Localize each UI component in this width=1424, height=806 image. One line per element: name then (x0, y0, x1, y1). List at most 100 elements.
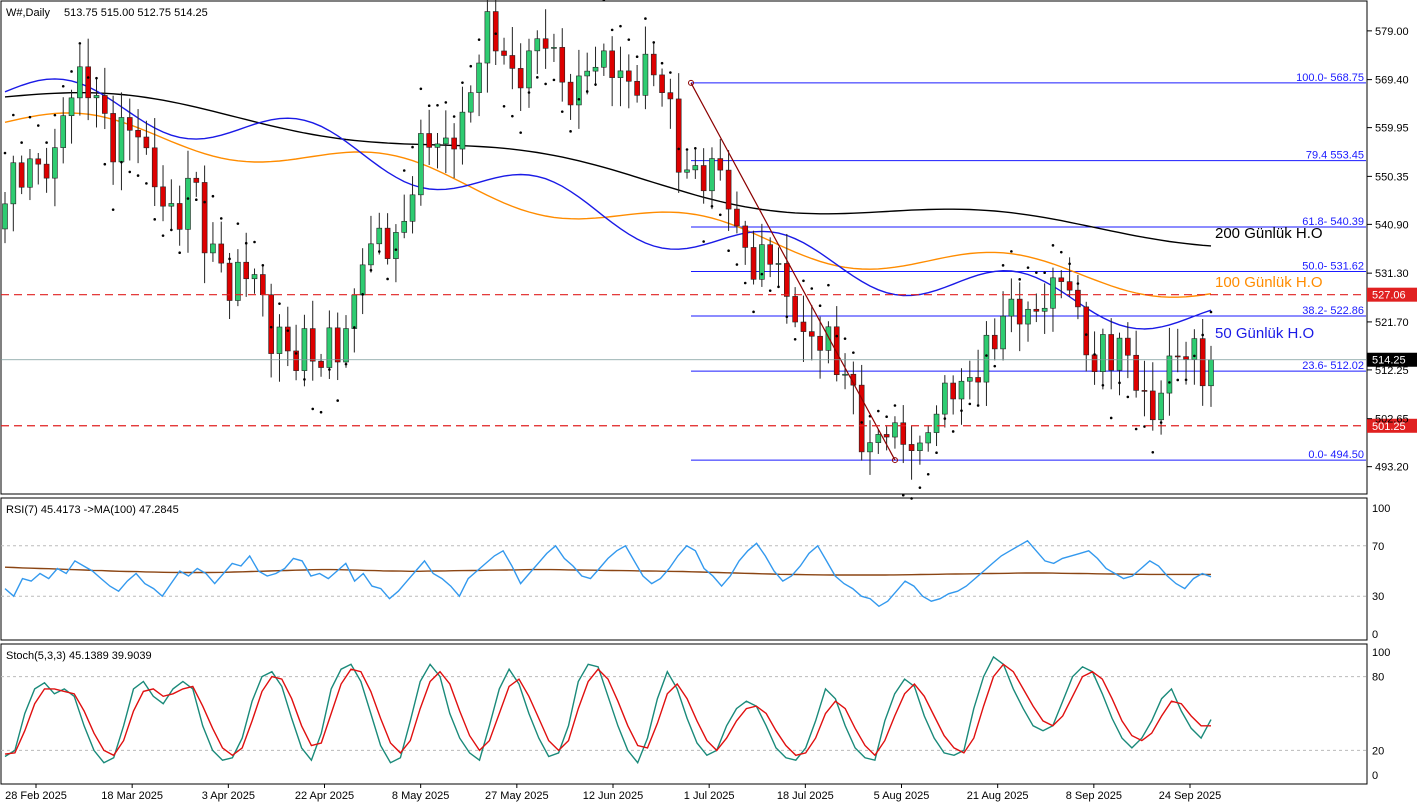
sar-dot (386, 277, 389, 281)
sar-dot (3, 151, 7, 155)
candle-body (742, 225, 749, 248)
candle-body (1208, 359, 1214, 387)
date-tick-label: 3 Apr 2025 (202, 790, 255, 802)
candle-body (459, 111, 466, 150)
candle-body (700, 165, 707, 192)
candle-body (110, 113, 116, 163)
candle-body (168, 203, 175, 207)
sar-dot (893, 404, 897, 407)
moving-average-label: 50 Günlük H.O (1215, 325, 1314, 342)
sar-dot (411, 145, 414, 149)
candle-body (642, 53, 649, 96)
stoch-panel-frame (0, 643, 1368, 785)
candle-body (767, 244, 773, 265)
candle-body (68, 97, 75, 117)
candle-body (551, 47, 557, 49)
sar-dot (1109, 416, 1113, 420)
stochastic-indicator: 100 80 20 0 (1, 647, 1390, 782)
candle-body (2, 203, 8, 230)
sar-dot (852, 351, 855, 354)
sar-dot (20, 141, 23, 144)
candle-body (725, 169, 732, 210)
sar-dot (752, 310, 755, 314)
sar-dot (1126, 395, 1130, 399)
sar-dot (1043, 271, 1046, 275)
sar-dot (444, 101, 448, 104)
level-tag (1367, 287, 1417, 302)
sar-dot (402, 169, 406, 172)
candle-body (534, 38, 541, 52)
rsi-tick-label: 70 (1372, 541, 1384, 553)
sar-dot (194, 198, 198, 202)
candle-body (18, 162, 25, 188)
candle-body (451, 137, 457, 150)
candle-body (867, 442, 873, 453)
fib-level-label: 0.0- 494.50 (1308, 449, 1364, 461)
candle-body (276, 326, 283, 354)
sar-dot (145, 182, 148, 185)
candle-body (1075, 289, 1081, 308)
sar-dot (45, 141, 48, 144)
sar-dot (1151, 450, 1155, 454)
candle-body (251, 274, 258, 280)
candle-body (443, 137, 449, 145)
candle-body (93, 95, 100, 99)
candle-body (309, 328, 316, 362)
sar-dot (228, 257, 231, 261)
date-tick-label: 21 Aug 2025 (967, 790, 1029, 802)
price-tick-label: 559.95 (1375, 123, 1409, 135)
sar-dot (1010, 250, 1013, 253)
candle-body (426, 133, 432, 148)
price-tick-label: 531.30 (1375, 268, 1409, 280)
stoch-header: Stoch(5,3,3) 45.1389 39.9039 (6, 650, 152, 662)
candle-body (1108, 334, 1114, 371)
candle-body (559, 47, 566, 83)
candle-body (409, 194, 416, 222)
candle-body (759, 244, 765, 280)
sar-dot (1018, 278, 1022, 281)
sar-dot (377, 250, 381, 253)
sar-dot (394, 248, 398, 251)
chart-header-symbol: W#,Daily (6, 7, 51, 19)
candle-body (126, 117, 133, 131)
chart-header-ohlc: 513.75 515.00 512.75 514.25 (64, 7, 208, 19)
candle-body (734, 208, 740, 227)
sar-dot (976, 404, 980, 407)
sar-dot (702, 240, 705, 243)
sar-dot (985, 354, 988, 357)
sar-dot (12, 113, 15, 117)
sar-dot (186, 197, 190, 200)
candle-body (650, 53, 657, 76)
sar-dot (95, 76, 98, 80)
sar-dot (677, 147, 680, 151)
candle-body (185, 177, 191, 230)
sar-dot (552, 78, 556, 82)
sar-dot (1176, 378, 1180, 382)
stoch-tick-label: 100 (1372, 647, 1390, 659)
candle-body (334, 327, 341, 363)
sar-dot (1184, 378, 1188, 382)
candle-body (27, 158, 33, 188)
sar-dot (918, 486, 922, 489)
sar-dot (943, 417, 947, 420)
sar-dot (103, 162, 107, 166)
candle-body (1050, 277, 1056, 309)
sar-dot (369, 268, 373, 272)
sar-dot (843, 337, 847, 340)
price-tick-label: 550.35 (1375, 171, 1409, 183)
sar-dot (694, 146, 697, 150)
sar-dot (436, 104, 439, 107)
sar-dot (1101, 383, 1105, 387)
candle-body (218, 243, 225, 264)
parabolic-sar (3, 0, 1213, 500)
date-tick-label: 18 Mar 2025 (101, 790, 163, 802)
candle-body (318, 360, 324, 368)
sar-dot (1134, 427, 1138, 431)
candle-body (476, 62, 482, 93)
horizontal-levels: 527.06 501.25 514.25 (1, 287, 1417, 433)
sar-dot (452, 115, 456, 118)
sar-dot (1084, 333, 1088, 336)
candle-body (942, 382, 948, 415)
sar-dot (319, 410, 323, 414)
